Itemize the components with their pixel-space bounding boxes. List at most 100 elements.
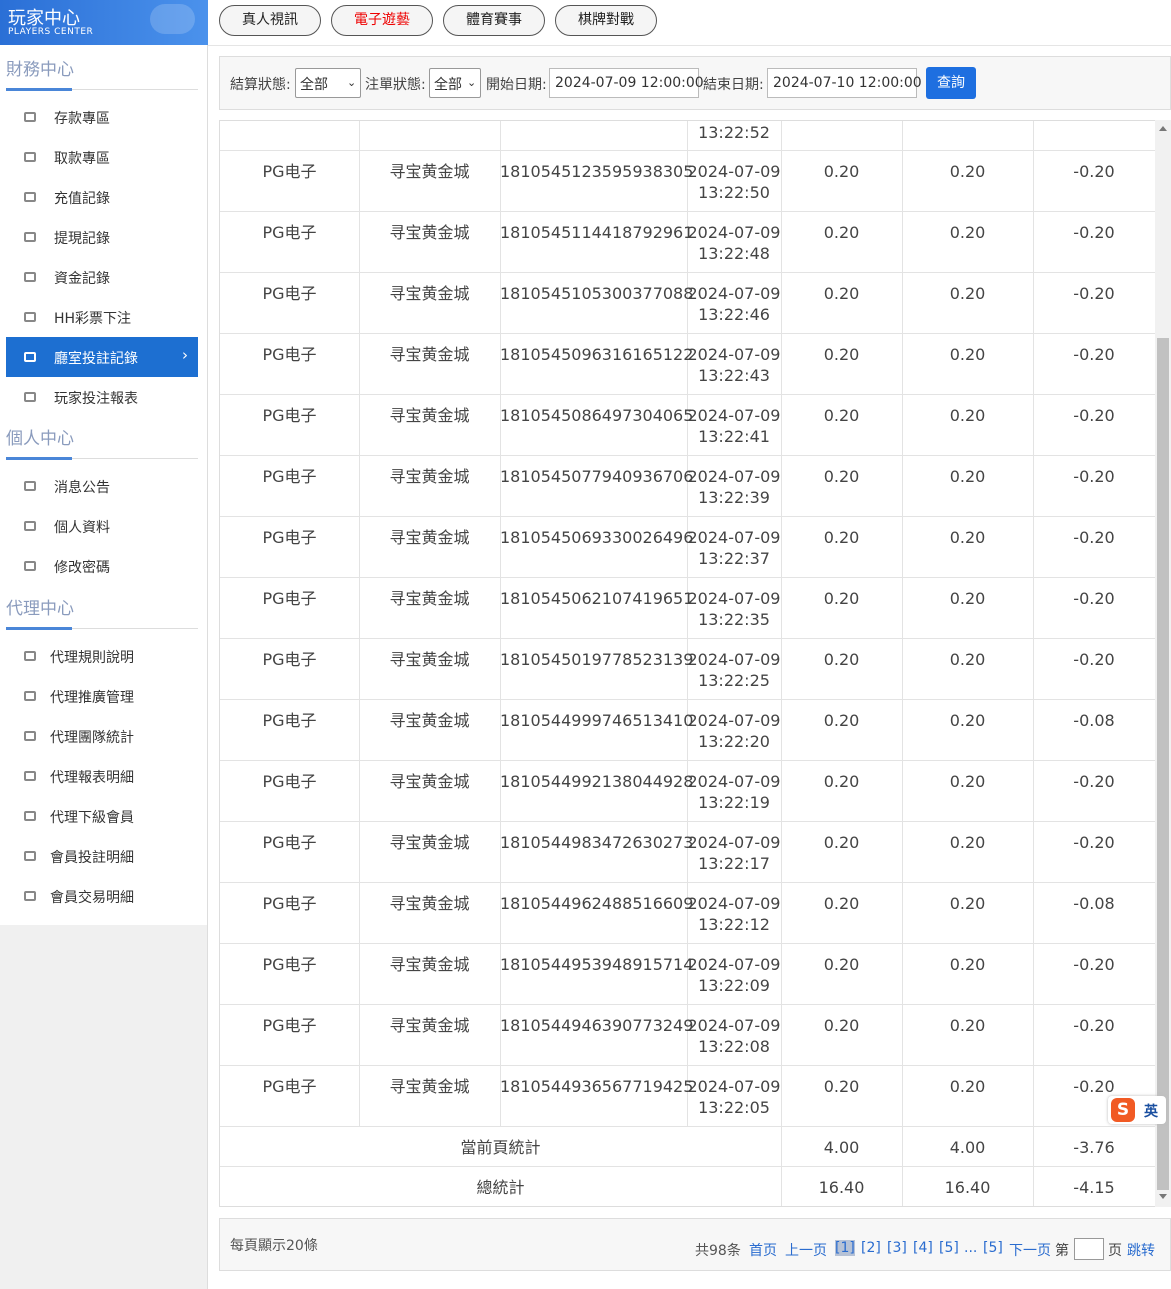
sidebar-label: 個人資料 [54,520,110,536]
cell: -0.08 [1073,711,1115,730]
cell: 0.20 [823,406,860,425]
tab[interactable]: 棋牌對戰 [555,5,657,36]
sidebar-item[interactable]: 代理規則說明 [6,636,198,676]
row-border [220,943,1155,944]
cell: 13:22:43 [698,366,770,385]
page-link[interactable]: 首页 [749,1243,777,1259]
cell: 寻宝黄金城 [389,345,470,364]
cell: 0.20 [823,589,860,608]
cell: 13:22:50 [698,183,770,202]
row-border [220,1065,1155,1066]
sidebar-item[interactable]: 存款專區 [6,97,198,137]
cell: 2024-07-09 [687,772,781,791]
cell: 2024-07-09 [687,711,781,730]
scroll-up[interactable] [1159,126,1167,131]
cell: 0.20 [823,1077,860,1096]
ime-label: 英 [1144,1104,1158,1120]
row-border [220,150,1155,151]
sidebar-label: HH彩票下注 [54,311,132,327]
cell: 13:22:19 [698,793,770,812]
col-border [1033,121,1034,1127]
section-underline [6,88,72,91]
sidebar-item[interactable]: 代理推廣管理 [6,676,198,716]
cell: PG电子 [262,162,317,181]
sidebar-item[interactable]: 玩家投注報表 [6,377,198,417]
cell: 13:22:20 [698,732,770,751]
cell: -0.20 [1073,772,1115,791]
section-title: 個人中心 [6,429,74,449]
scroll-down[interactable] [1159,1194,1167,1199]
sidebar-item[interactable]: 取款專區 [6,137,198,177]
sidebar-icon [24,771,36,781]
sidebar-item[interactable]: 提現記錄 [6,217,198,257]
sidebar-item[interactable]: 代理下級會員 [6,796,198,836]
tab[interactable]: 真人視訊 [219,5,321,36]
tab[interactable]: 電子遊藝 [331,5,433,36]
date-input[interactable]: 2024-07-09 12:00:00 [549,68,704,98]
page-number[interactable]: [3] [887,1240,907,1256]
page-number[interactable]: [2] [861,1240,881,1256]
scrollbar [1155,120,1171,1207]
cell: 13:22:08 [698,1037,770,1056]
cell: 16.40 [944,1178,991,1197]
col-border [1033,1166,1034,1206]
goto-input[interactable] [1074,1238,1104,1260]
page-number[interactable]: [5] [983,1240,1003,1256]
cell: 寻宝黄金城 [389,1016,470,1035]
sidebar-item[interactable]: 會員交易明細 [6,876,198,916]
header-title: 玩家中心 [8,8,80,29]
sidebar-item[interactable]: 廳室投註記錄 › [6,337,198,377]
cell: 0.20 [823,467,860,486]
page-link[interactable]: 上一页 [785,1243,827,1259]
cell: 寻宝黄金城 [389,711,470,730]
sidebar-item[interactable]: 代理報表明細 [6,756,198,796]
sidebar-icon [24,312,36,322]
query-button[interactable]: 查詢 [926,67,976,99]
cell: PG电子 [262,1077,317,1096]
cell: 0.20 [823,223,860,242]
sidebar-item[interactable]: 資金記錄 [6,257,198,297]
cell: -0.20 [1073,589,1115,608]
sidebar-item[interactable]: 消息公告 [6,466,198,506]
section-rule [6,89,198,90]
tab[interactable]: 體育賽事 [443,5,545,36]
ellipsis: ... [964,1240,978,1256]
section-rule [6,458,198,459]
cell: 0.20 [823,894,860,913]
row-border [220,1166,1155,1167]
date-input[interactable]: 2024-07-10 12:00:00 [767,68,922,98]
cell: 0.20 [823,528,860,547]
sidebar-item[interactable]: 代理團隊統計 [6,716,198,756]
sidebar-item[interactable]: HH彩票下注 [6,297,198,337]
sidebar-item[interactable]: 充值記錄 [6,177,198,217]
cell: -0.20 [1073,406,1115,425]
scroll-thumb[interactable] [1157,338,1169,1190]
col-border [1033,1126,1034,1167]
sidebar-icon [24,691,36,701]
cell: 1810545096316165122 [500,345,694,364]
sidebar-item[interactable]: 會員投註明細 [6,836,198,876]
page-number[interactable]: [4] [913,1240,933,1256]
select[interactable]: 全部 [295,68,361,98]
row-border [220,455,1155,456]
sidebar-label: 代理推廣管理 [50,690,134,706]
page-number[interactable]: [5] [939,1240,959,1256]
col-border [902,1126,903,1167]
cell: PG电子 [262,772,317,791]
col-border [500,121,501,1127]
select[interactable]: 全部 [429,68,481,98]
cell: 13:22:41 [698,427,770,446]
sidebar-item[interactable]: 修改密碼 [6,546,198,586]
jump-link[interactable]: 跳转 [1127,1243,1155,1259]
cell: 13:22:52 [698,123,770,142]
cell: 13:22:05 [698,1098,770,1117]
section-underline [6,457,72,460]
summary-label: 當前頁統計 [460,1138,541,1157]
cell: 0.20 [823,711,860,730]
page-link[interactable]: 下一页 [1009,1243,1051,1259]
cell: 13:22:35 [698,610,770,629]
sidebar-item[interactable]: 個人資料 [6,506,198,546]
page-number[interactable]: [1] [835,1240,855,1256]
cell: 0.20 [823,162,860,181]
cell: -0.08 [1073,894,1115,913]
